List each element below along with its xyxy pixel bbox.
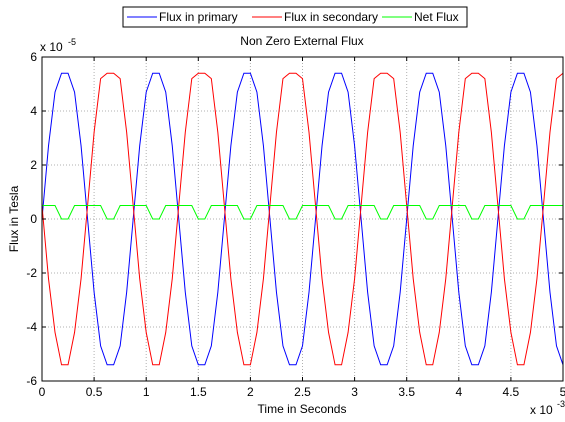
x-tick-label: 5 — [560, 385, 565, 399]
y-tick-label: 4 — [30, 104, 37, 118]
series-line-flux-in-secondary — [41, 72, 564, 366]
x-tick-label: 3 — [351, 385, 358, 399]
legend-box — [122, 6, 468, 28]
y-tick-label: 0 — [30, 212, 37, 226]
x-exponent-power: -3 — [557, 399, 565, 409]
x-tick-label: 0 — [39, 385, 46, 399]
y-exponent: x 10 -5 — [40, 37, 76, 54]
legend: Flux in primary Flux in secondary Net Fl… — [122, 6, 468, 28]
x-tick-label: 0.5 — [86, 385, 103, 399]
y-tick-label: -6 — [26, 374, 37, 388]
chart-title: Non Zero External Flux — [240, 34, 363, 48]
x-tick-label: 2.5 — [294, 385, 311, 399]
y-tick-label: -2 — [26, 266, 37, 280]
x-axis-label: Time in Seconds — [258, 402, 347, 416]
series-line-flux-in-primary — [41, 72, 564, 366]
legend-label-net: Net Flux — [414, 10, 459, 24]
x-tick-label: 1 — [143, 385, 150, 399]
x-exponent: x 10 -3 — [530, 399, 565, 417]
y-tick-label: 2 — [30, 158, 37, 172]
series-group — [41, 72, 564, 366]
x-tick-label: 1.5 — [190, 385, 207, 399]
y-exponent-power: -5 — [68, 37, 76, 47]
y-axis-label: Flux in Tesla — [7, 185, 21, 252]
series-line-net-flux — [42, 205, 563, 220]
ticks: 0 0.5 1 1.5 2 2.5 3 3.5 4 4.5 5 -6 -4 -2 0 2 4 6 — [26, 50, 565, 399]
y-exponent-base: x 10 — [40, 40, 63, 54]
x-tick-label: 3.5 — [398, 385, 415, 399]
legend-label-primary: Flux in primary — [159, 10, 238, 24]
x-tick-label: 2 — [247, 385, 254, 399]
legend-label-secondary: Flux in secondary — [284, 10, 378, 24]
x-exponent-base: x 10 — [530, 403, 553, 417]
x-tick-label: 4 — [455, 385, 462, 399]
x-tick-label: 4.5 — [503, 385, 520, 399]
y-tick-label: -4 — [26, 320, 37, 334]
y-tick-label: 6 — [30, 50, 37, 64]
